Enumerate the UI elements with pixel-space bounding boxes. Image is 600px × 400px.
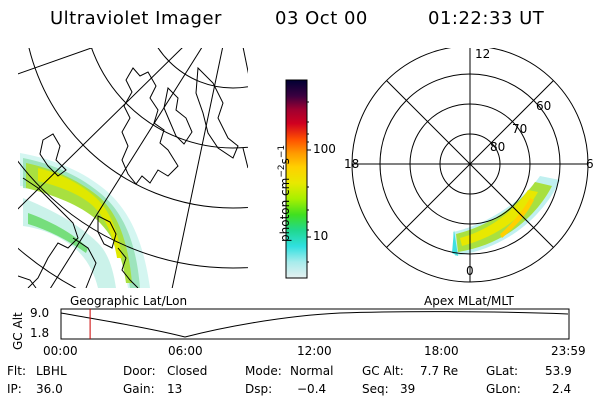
glat-label: GLat: bbox=[486, 364, 519, 378]
altitude-ylabel: GC Alt bbox=[11, 312, 25, 350]
mlat-label-80: 80 bbox=[490, 140, 505, 154]
altitude-xtick-3: 18:00 bbox=[424, 344, 459, 358]
altitude-ytick-9: 9.0 bbox=[30, 306, 50, 320]
latitude-circles bbox=[18, 48, 248, 288]
altitude-xtick-1: 06:00 bbox=[168, 344, 203, 358]
gain-value: 13 bbox=[167, 382, 183, 396]
altitude-xtick-2: 12:00 bbox=[297, 344, 332, 358]
ip-value: 36.0 bbox=[36, 382, 63, 396]
instrument-title: Ultraviolet Imager bbox=[50, 8, 222, 29]
mlt-spokes bbox=[352, 48, 588, 282]
altitude-xtick-0: 00:00 bbox=[43, 344, 78, 358]
filter-label: Flt: bbox=[7, 364, 26, 378]
glon-label: GLon: bbox=[486, 382, 521, 396]
polar-plot: 12 18 6 0 60 70 80 bbox=[344, 48, 594, 283]
colorbar-gradient bbox=[285, 79, 308, 279]
geographic-map bbox=[18, 48, 248, 288]
colorbar-unit-mid: s bbox=[278, 158, 292, 165]
glon-value: 2.4 bbox=[552, 382, 572, 396]
date-label: 03 Oct 00 bbox=[275, 8, 368, 29]
geographic-caption: Geographic Lat/Lon bbox=[70, 294, 188, 308]
colorbar-tick-10: 10 bbox=[313, 229, 329, 243]
ip-label: IP: bbox=[7, 382, 22, 396]
mlat-label-60: 60 bbox=[536, 99, 551, 113]
mlat-label-70: 70 bbox=[512, 122, 527, 136]
altitude-plot-frame bbox=[60, 308, 570, 340]
colorbar-unit-label: photon cm−2s−1 bbox=[277, 145, 292, 242]
colorbar bbox=[285, 79, 311, 279]
colorbar-unit-text: photon cm bbox=[278, 177, 292, 242]
auroral-emission-geo bbox=[20, 153, 150, 288]
auroral-emission-apex bbox=[452, 176, 560, 256]
seq-value: 39 bbox=[400, 382, 416, 396]
mode-value: Normal bbox=[290, 364, 334, 378]
mlt-label-0: 0 bbox=[466, 264, 474, 278]
mlt-label-12: 12 bbox=[475, 48, 490, 61]
time-label: 01:22:33 UT bbox=[428, 8, 545, 29]
gcalt-label: GC Alt: bbox=[362, 364, 404, 378]
glat-value: 53.9 bbox=[545, 364, 572, 378]
seq-label: Seq: bbox=[362, 382, 389, 396]
gain-label: Gain: bbox=[123, 382, 155, 396]
dsp-label: Dsp: bbox=[245, 382, 273, 396]
altitude-plot bbox=[60, 308, 570, 340]
dsp-value: −0.4 bbox=[297, 382, 327, 396]
altitude-xtick-4: 23:59 bbox=[551, 344, 586, 358]
door-label: Door: bbox=[123, 364, 156, 378]
altitude-curve bbox=[60, 311, 569, 338]
apex-caption: Apex MLat/MLT bbox=[424, 294, 514, 308]
altitude-ytick-1-8: 1.8 bbox=[30, 326, 50, 340]
mode-label: Mode: bbox=[245, 364, 282, 378]
colorbar-unit-sup2: −1 bbox=[277, 144, 287, 159]
gcalt-value: 7.7 Re bbox=[420, 364, 459, 378]
mlt-label-18: 18 bbox=[344, 157, 359, 171]
mlt-label-6: 6 bbox=[586, 157, 594, 171]
filter-value: LBHL bbox=[36, 364, 67, 378]
colorbar-unit-sup1: −2 bbox=[277, 164, 287, 178]
door-value: Closed bbox=[167, 364, 208, 378]
colorbar-ticks bbox=[307, 101, 311, 263]
colorbar-tick-100: 100 bbox=[313, 142, 336, 156]
longitude-lines bbox=[18, 48, 248, 288]
